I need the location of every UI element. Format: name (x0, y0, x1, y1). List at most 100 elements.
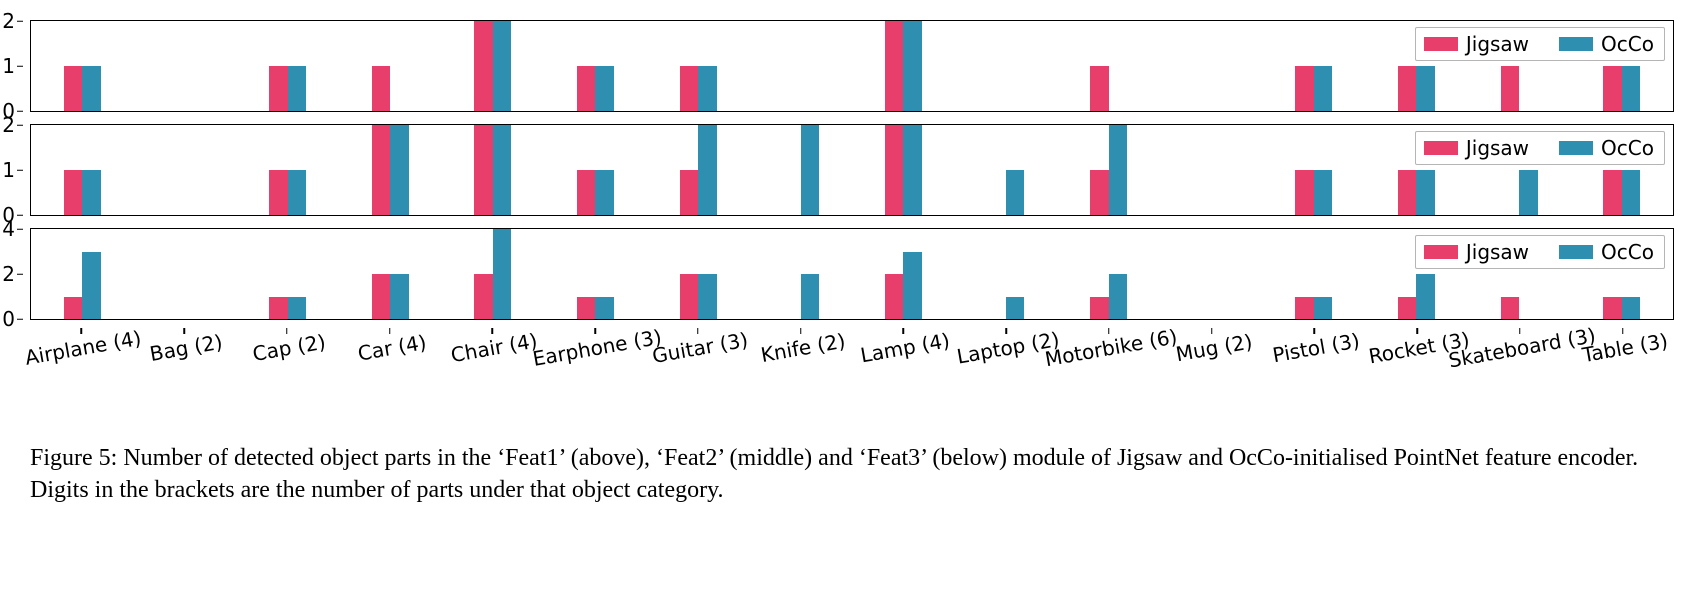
legend-item-occo: OcCo (1559, 240, 1654, 264)
x-tick-mark (903, 328, 905, 334)
y-tick-mark (17, 65, 23, 67)
bar-jigsaw (1295, 66, 1313, 111)
bar-occo (1109, 274, 1127, 319)
bar-occo (698, 66, 716, 111)
bar-occo (1109, 125, 1127, 215)
bar-jigsaw (474, 274, 492, 319)
y-tick-mark (17, 228, 23, 230)
legend-swatch-occo (1559, 37, 1593, 51)
bar-occo (288, 170, 306, 215)
bar-jigsaw (885, 125, 903, 215)
bar-jigsaw (269, 297, 287, 320)
bar-jigsaw (680, 170, 698, 215)
legend-item-occo: OcCo (1559, 32, 1654, 56)
bar-jigsaw (1398, 297, 1416, 320)
y-tick-label: 4 (2, 217, 15, 241)
legend-item-jigsaw: Jigsaw (1424, 136, 1529, 160)
y-tick-label: 2 (2, 9, 15, 33)
bar-jigsaw (1090, 170, 1108, 215)
y-tick-mark (17, 110, 23, 112)
bar-occo (698, 125, 716, 215)
x-tick-mark (697, 328, 699, 334)
x-tick-mark (81, 328, 83, 334)
x-tick-mark (594, 328, 596, 334)
bar-jigsaw (1295, 297, 1313, 320)
legend-label: OcCo (1601, 240, 1654, 264)
chart-panel-feat1: 012 Jigsaw OcCo (30, 20, 1674, 112)
x-tick-label: Pistol (3) (1271, 328, 1362, 367)
legend-item-jigsaw: Jigsaw (1424, 240, 1529, 264)
bar-occo (1314, 297, 1332, 320)
x-tick-mark (800, 328, 802, 334)
x-tick-label: Knife (2) (759, 329, 847, 367)
bar-occo (493, 21, 511, 111)
bar-jigsaw (577, 66, 595, 111)
chart-panel-feat2: 012 Jigsaw OcCo (30, 124, 1674, 216)
bar-jigsaw (1090, 66, 1108, 111)
x-tick-mark (1005, 328, 1007, 334)
legend-item-jigsaw: Jigsaw (1424, 32, 1529, 56)
legend-swatch-jigsaw (1424, 37, 1458, 51)
x-tick-label: Bag (2) (148, 330, 224, 366)
bar-occo (390, 125, 408, 215)
bar-jigsaw (1501, 66, 1519, 111)
bar-jigsaw (64, 66, 82, 111)
bar-occo (390, 274, 408, 319)
figure-container: 012 Jigsaw OcCo 012 Jigsaw OcCo (30, 20, 1674, 507)
bar-jigsaw (64, 170, 82, 215)
bar-jigsaw (885, 274, 903, 319)
bar-jigsaw (474, 21, 492, 111)
bar-occo (595, 297, 613, 320)
legend: Jigsaw OcCo (1415, 27, 1665, 61)
y-tick-mark (17, 169, 23, 171)
legend-swatch-jigsaw (1424, 245, 1458, 259)
legend: Jigsaw OcCo (1415, 131, 1665, 165)
bar-occo (801, 125, 819, 215)
bar-jigsaw (1603, 66, 1621, 111)
bar-occo (1622, 66, 1640, 111)
x-tick-label: Car (4) (356, 330, 428, 366)
x-tick-label: Guitar (3) (650, 328, 749, 368)
legend-swatch-occo (1559, 245, 1593, 259)
bar-occo (1622, 170, 1640, 215)
x-tick-mark (286, 328, 288, 334)
bar-occo (1519, 170, 1537, 215)
legend-label: Jigsaw (1466, 32, 1529, 56)
bar-occo (698, 274, 716, 319)
bar-occo (903, 125, 921, 215)
bar-occo (82, 66, 100, 111)
bar-occo (1314, 66, 1332, 111)
bar-jigsaw (1603, 170, 1621, 215)
legend-label: Jigsaw (1466, 240, 1529, 264)
bar-occo (595, 66, 613, 111)
bar-jigsaw (269, 66, 287, 111)
legend-item-occo: OcCo (1559, 136, 1654, 160)
x-tick-label: Mug (2) (1174, 329, 1254, 366)
legend-swatch-jigsaw (1424, 141, 1458, 155)
x-tick-label: Chair (4) (449, 328, 539, 367)
bar-jigsaw (1398, 170, 1416, 215)
bar-jigsaw (269, 170, 287, 215)
bar-jigsaw (64, 297, 82, 320)
legend: Jigsaw OcCo (1415, 235, 1665, 269)
bar-occo (595, 170, 613, 215)
bar-occo (1416, 274, 1434, 319)
bar-occo (903, 252, 921, 320)
bar-jigsaw (372, 274, 390, 319)
y-tick-mark (17, 124, 23, 126)
legend-label: Jigsaw (1466, 136, 1529, 160)
y-tick-label: 2 (2, 262, 15, 286)
x-tick-label: Airplane (4) (23, 326, 143, 370)
bar-jigsaw (1398, 66, 1416, 111)
x-axis-labels: Airplane (4)Bag (2)Cap (2)Car (4)Chair (… (30, 332, 1674, 392)
bar-occo (82, 252, 100, 320)
bar-occo (903, 21, 921, 111)
bar-occo (1416, 170, 1434, 215)
x-tick-label: Motorbike (6) (1043, 324, 1179, 371)
x-tick-label: Skateboard (3) (1447, 323, 1598, 372)
figure-caption: Figure 5: Number of detected object part… (30, 442, 1674, 507)
x-tick-mark (389, 328, 391, 334)
y-tick-mark (17, 273, 23, 275)
bar-occo (493, 229, 511, 319)
bar-jigsaw (577, 170, 595, 215)
